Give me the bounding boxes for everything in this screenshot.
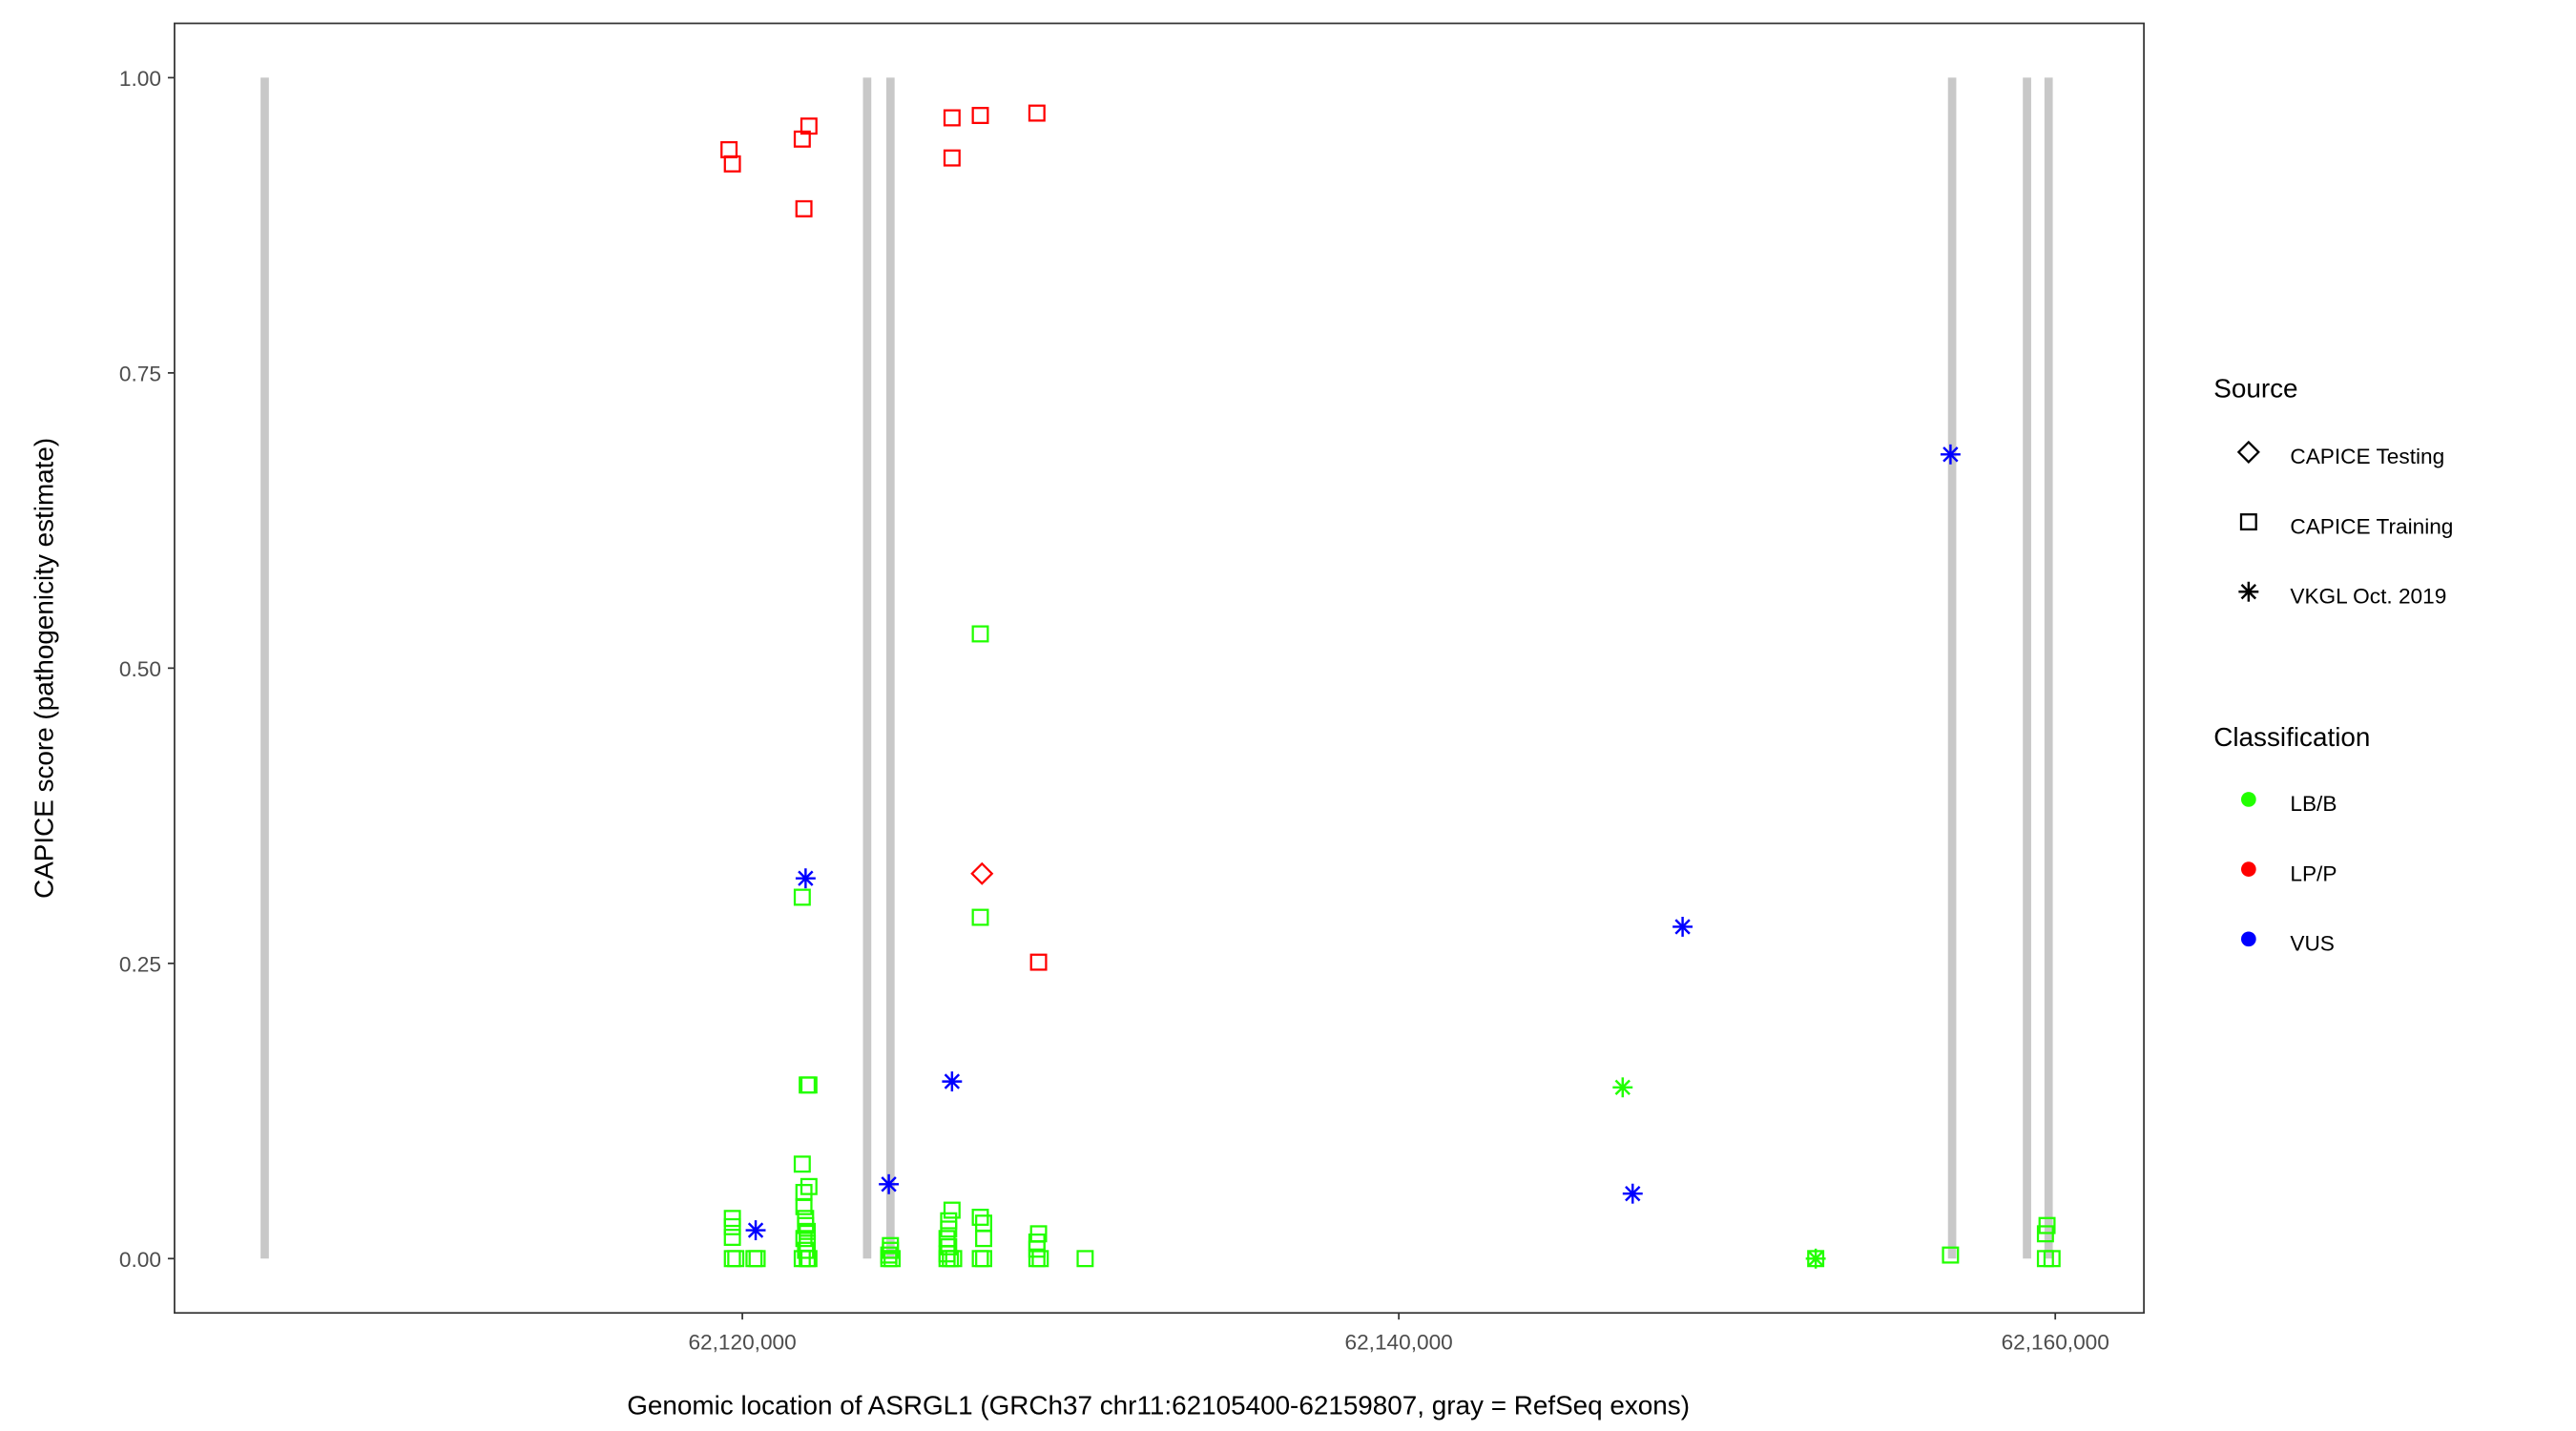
point-square xyxy=(945,1250,963,1268)
point-square xyxy=(975,1230,992,1248)
point-square xyxy=(1031,1250,1049,1268)
point-square xyxy=(943,1201,961,1219)
point-square xyxy=(1807,1250,1825,1268)
point-square xyxy=(793,1155,811,1173)
y-tick-label: 1.00 xyxy=(119,67,161,91)
exon-bands xyxy=(260,77,2053,1259)
point-square xyxy=(1028,104,1046,122)
legend-classification-label: LB/B xyxy=(2290,792,2337,816)
legend-source-label: VKGL Oct. 2019 xyxy=(2290,584,2446,608)
x-tick-label: 62,160,000 xyxy=(2002,1331,2109,1355)
plot-panel xyxy=(174,22,2145,1315)
point-square xyxy=(943,149,961,167)
point-square xyxy=(799,1076,817,1094)
point-square xyxy=(723,1229,741,1246)
legend-source-title: Source xyxy=(2213,373,2297,403)
x-tick-label: 62,140,000 xyxy=(1345,1331,1453,1355)
point-square xyxy=(2043,1250,2061,1268)
point-asterisk xyxy=(795,868,816,889)
point-square xyxy=(800,1250,818,1268)
point-square xyxy=(971,107,989,125)
point-square xyxy=(940,1220,958,1238)
legend-classification-label: LP/P xyxy=(2290,861,2337,885)
point-square xyxy=(795,1197,813,1215)
point-asterisk xyxy=(1622,1183,1643,1204)
point-square xyxy=(971,625,989,643)
x-tick-label: 62,120,000 xyxy=(688,1331,796,1355)
point-square xyxy=(1029,953,1048,971)
x-axis: 62,120,000 62,140,000 62,160,000 xyxy=(688,1313,2109,1355)
legend-color-dot xyxy=(2241,792,2256,807)
point-square xyxy=(795,1230,813,1248)
point-square xyxy=(797,1216,815,1234)
point-square xyxy=(795,199,813,218)
point-square xyxy=(800,1177,818,1195)
legend-color-dot xyxy=(2241,861,2256,877)
point-asterisk xyxy=(1612,1077,1633,1098)
point-square xyxy=(943,109,961,127)
data-points xyxy=(720,104,2061,1269)
legend-color-dot xyxy=(2241,931,2256,947)
point-square xyxy=(883,1250,901,1268)
point-square xyxy=(1028,1240,1046,1258)
point-square xyxy=(975,1250,992,1268)
y-tick-label: 0.75 xyxy=(119,363,161,386)
legend: Source CAPICE Testing CAPICE Training VKGL… xyxy=(2213,373,2453,955)
point-square xyxy=(1942,1246,1960,1264)
point-square xyxy=(723,155,741,173)
point-square xyxy=(727,1250,745,1268)
point-asterisk xyxy=(2238,581,2259,602)
point-asterisk xyxy=(1940,444,1961,465)
point-square xyxy=(2239,513,2257,531)
legend-classification-label: VUS xyxy=(2290,931,2335,955)
point-square xyxy=(800,117,818,135)
point-square xyxy=(1076,1250,1094,1268)
y-tick-label: 0.25 xyxy=(119,953,161,977)
point-diamond xyxy=(970,861,994,885)
legend-source-label: CAPICE Training xyxy=(2290,514,2453,538)
legend-source-label: CAPICE Testing xyxy=(2290,445,2444,468)
y-axis-label: CAPICE score (pathogenicity estimate) xyxy=(30,438,59,899)
legend-classification-title: Classification xyxy=(2213,722,2370,752)
point-asterisk xyxy=(942,1071,963,1092)
point-diamond xyxy=(2236,440,2260,464)
point-square xyxy=(748,1250,766,1268)
point-square xyxy=(971,908,989,926)
point-square xyxy=(971,1208,989,1226)
y-tick-label: 0.00 xyxy=(119,1248,161,1272)
point-asterisk xyxy=(879,1173,900,1194)
x-axis-label: Genomic location of ASRGL1 (GRCh37 chr11… xyxy=(627,1390,1690,1420)
point-square xyxy=(793,888,811,906)
point-square xyxy=(723,1217,741,1235)
point-asterisk xyxy=(745,1220,766,1241)
y-tick-label: 0.50 xyxy=(119,657,161,681)
point-square xyxy=(2036,1225,2054,1243)
y-axis: 0.00 0.25 0.50 0.75 1.00 xyxy=(119,67,175,1272)
point-asterisk xyxy=(1672,916,1693,937)
